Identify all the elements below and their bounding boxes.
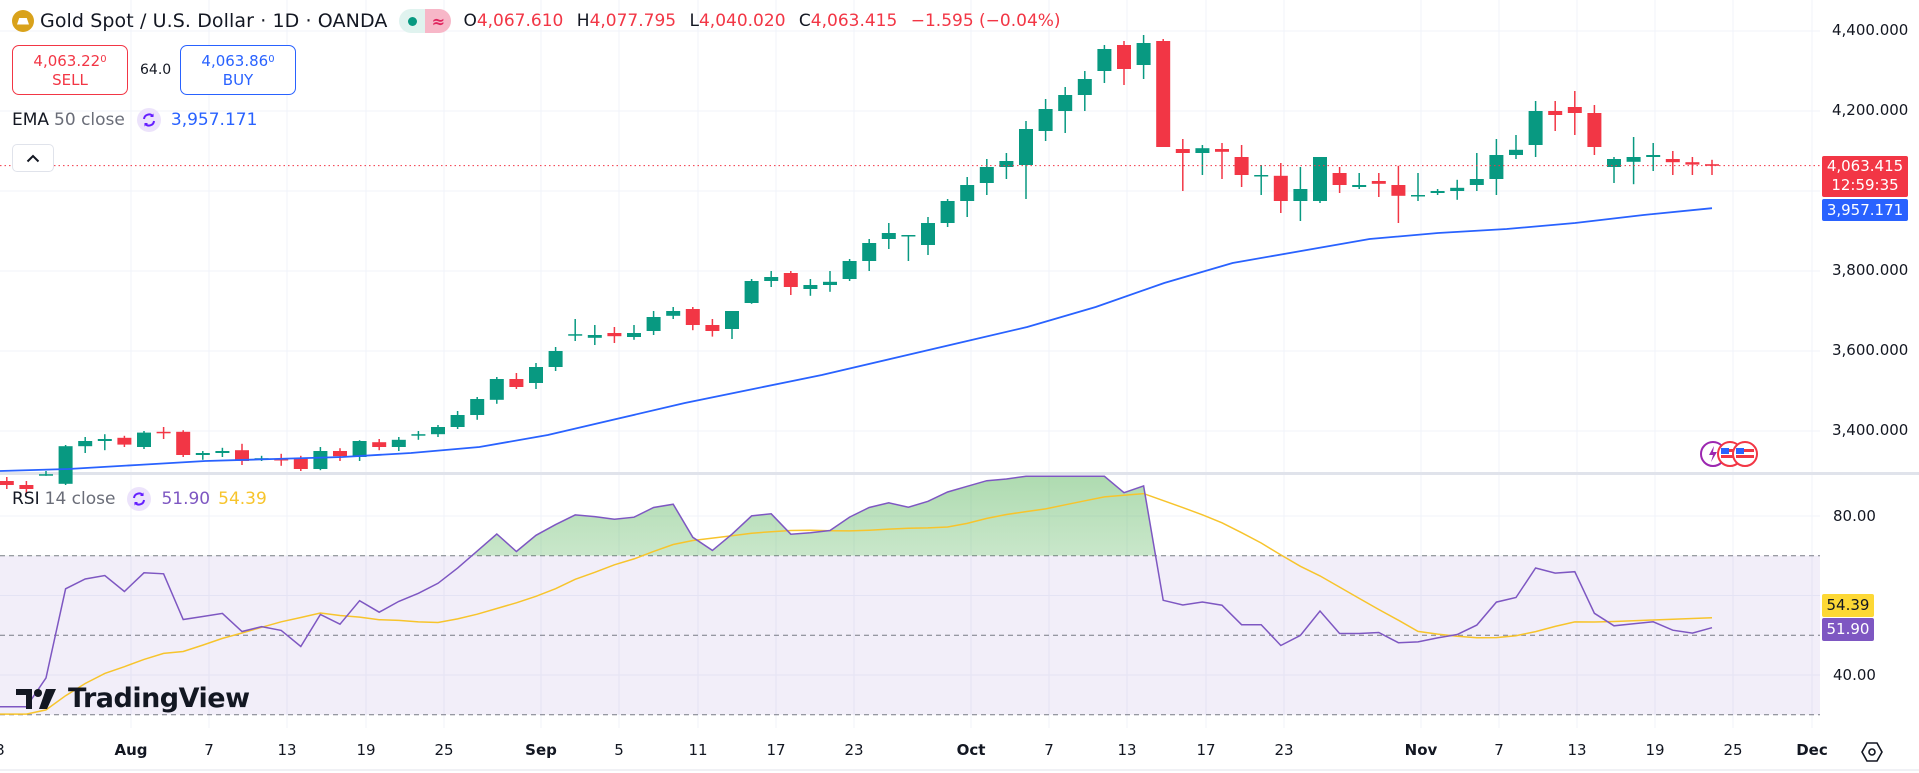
rsi-badge: 51.90 <box>1822 618 1874 641</box>
ema-params: 50 close <box>54 110 125 130</box>
symbol-legend: Gold Spot / U.S. Dollar · 1D · OANDA ≈ O… <box>12 8 1069 34</box>
gold-symbol-icon <box>12 10 34 32</box>
high-value: 4,077.795 <box>589 11 677 31</box>
trade-panel: 4,063.220 SELL 64.0 4,063.860 BUY <box>12 45 296 95</box>
buy-price: 4,063.860 <box>201 52 275 70</box>
time-tick: 23 <box>844 741 864 759</box>
chevron-up-icon <box>26 154 40 162</box>
time-tick: 25 <box>434 741 454 759</box>
symbol-title[interactable]: Gold Spot / U.S. Dollar · 1D · OANDA <box>40 10 388 32</box>
ohlc-values: O4,067.610 H4,077.795 L4,040.020 C4,063.… <box>463 11 1068 31</box>
price-tick: 3,800.000 <box>1832 261 1909 279</box>
time-tick: 19 <box>1645 741 1665 759</box>
time-tick: 7 <box>204 741 214 759</box>
time-tick: 7 <box>1494 741 1504 759</box>
price-tick: 3,600.000 <box>1832 341 1909 359</box>
low-value: 4,040.020 <box>698 11 786 31</box>
tradingview-wordmark: TradingView <box>68 683 250 714</box>
rsi-legend[interactable]: RSI 14 close 51.90 54.39 <box>12 487 267 511</box>
spread-value: 64.0 <box>140 62 172 78</box>
ema-value: 3,957.171 <box>170 110 258 130</box>
tradingview-logo-icon <box>16 688 56 709</box>
rsi-tick: 80.00 <box>1833 507 1876 525</box>
market-status-pill[interactable]: ≈ <box>399 9 452 33</box>
price-tick: 4,200.000 <box>1832 101 1909 119</box>
ema-name: EMA <box>12 110 50 130</box>
time-tick: Dec <box>1796 741 1828 759</box>
time-tick: 19 <box>356 741 376 759</box>
close-value: 4,063.415 <box>810 11 898 31</box>
sell-label: SELL <box>52 71 88 89</box>
high-label: H <box>576 11 590 31</box>
open-label: O <box>463 11 477 31</box>
sync-icon[interactable] <box>127 487 152 511</box>
price-tick: 4,400.000 <box>1832 21 1909 39</box>
change-value: −1.595 (−0.04%) <box>910 11 1061 31</box>
buy-button[interactable]: 4,063.860 BUY <box>180 45 296 95</box>
time-tick: 17 <box>766 741 786 759</box>
last-price: 4,063.415 <box>1826 157 1904 175</box>
rsi-params: 14 close <box>44 489 116 509</box>
price-tick: 3,400.000 <box>1832 421 1909 439</box>
last-price-badge: 4,063.415 12:59:35 <box>1822 156 1908 197</box>
ema-legend[interactable]: EMA 50 close 3,957.171 <box>12 108 257 132</box>
close-label: C <box>798 11 811 31</box>
time-tick: 3 <box>0 741 5 759</box>
rsi-tick: 40.00 <box>1833 666 1876 684</box>
time-tick: Nov <box>1404 741 1438 759</box>
time-tick: 7 <box>1044 741 1054 759</box>
rsi-ma-value: 54.39 <box>218 489 267 509</box>
time-tick: 13 <box>277 741 297 759</box>
bar-countdown: 12:59:35 <box>1831 176 1899 194</box>
low-label: L <box>689 11 699 31</box>
ema-price-badge: 3,957.171 <box>1822 199 1908 221</box>
rsi-name: RSI <box>12 489 40 509</box>
time-tick: Aug <box>114 741 148 759</box>
sell-price: 4,063.220 <box>33 52 107 70</box>
buy-label: BUY <box>222 71 254 89</box>
time-tick: Oct <box>956 741 986 759</box>
time-tick: 17 <box>1196 741 1216 759</box>
economic-events-icons[interactable] <box>1700 440 1760 468</box>
market-open-dot-icon <box>399 9 426 33</box>
sell-button[interactable]: 4,063.220 SELL <box>12 45 128 95</box>
time-tick: 5 <box>614 741 624 759</box>
time-tick: Sep <box>525 741 557 759</box>
collapse-legend-button[interactable] <box>12 144 54 172</box>
open-value: 4,067.610 <box>476 11 564 31</box>
rsi-value: 51.90 <box>161 489 211 509</box>
settings-hexagon-icon <box>1861 742 1883 762</box>
tradingview-logo[interactable]: TradingView <box>16 683 250 714</box>
approx-delay-icon: ≈ <box>425 9 452 33</box>
time-tick: 13 <box>1567 741 1587 759</box>
time-tick: 11 <box>688 741 708 759</box>
time-tick: 23 <box>1274 741 1294 759</box>
time-tick: 13 <box>1117 741 1137 759</box>
time-tick: 25 <box>1723 741 1743 759</box>
sync-icon[interactable] <box>136 108 161 132</box>
chart-settings-button[interactable] <box>1858 738 1886 766</box>
rsi-ma-badge: 54.39 <box>1822 594 1874 617</box>
